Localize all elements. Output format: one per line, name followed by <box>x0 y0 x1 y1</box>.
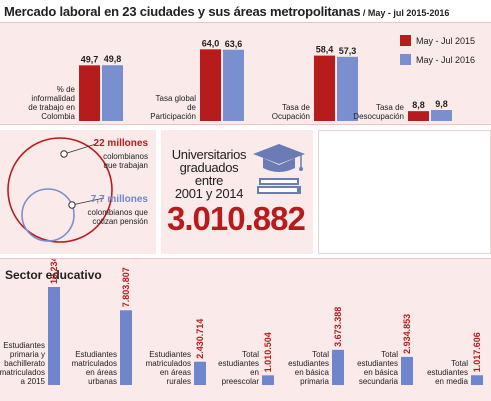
education-bar-3 <box>194 361 206 385</box>
education-bar-5 <box>332 349 344 385</box>
nested-circles-graphic <box>7 137 113 243</box>
education-category-label: Estudiantes matriculados en áreas rurale… <box>145 350 191 386</box>
labor-category-label: Tasa de Ocupación <box>271 103 310 121</box>
education-bar-1 <box>48 287 60 385</box>
labor-bar-1-2015 <box>79 65 100 121</box>
labor-value-label-3-2016: 57,3 <box>339 46 357 56</box>
labor-bar-1-2016 <box>102 65 123 121</box>
labor-value-label-2-2016: 63,6 <box>225 39 243 49</box>
labor-value-label-2-2015: 64,0 <box>202 38 220 48</box>
education-bar-7 <box>471 375 483 385</box>
graduates-box: Universitarios graduados entre 2001 y 20… <box>161 130 313 254</box>
labor-value-label-3-2015: 58,4 <box>316 45 334 55</box>
title-sub: / May - jul 2015-2016 <box>360 8 450 18</box>
labor-bar-3-2015 <box>314 55 335 122</box>
education-value-label-3: 2.430.714 <box>195 319 205 359</box>
pension-desc: colombianos que cotizan pensión <box>87 208 148 226</box>
legend-label-2016: May - Jul 2016 <box>416 55 475 65</box>
workers-value: 22 millones <box>93 138 148 149</box>
labor-market-panel: 49,7 49,8 64,0 63,6 58,4 57,3 8,8 9,8 May - Jul … <box>0 22 491 125</box>
labor-category-label: Tasa de Desocupación <box>353 103 404 121</box>
education-category-label: Total estudiantes en básica primaria <box>288 350 329 386</box>
graduation-cap-icon <box>253 144 305 194</box>
legend-swatch-2016 <box>400 54 411 65</box>
labor-category-label: % de informalidad de trabajo en Colombia <box>28 85 75 121</box>
workers-leader-line <box>63 143 97 155</box>
labor-bar-2-2015 <box>200 49 221 121</box>
pension-leader-line <box>71 197 105 206</box>
legend-swatch-2015 <box>400 35 411 46</box>
education-value-label-1: 10.234.521 <box>49 259 59 284</box>
labor-category-label: Tasa global de Participación <box>150 94 196 121</box>
education-category-label: Estudiantes primaria y bachillerato matr… <box>0 341 45 386</box>
pension-circle <box>21 188 75 242</box>
labor-bar-4-2015 <box>408 111 429 121</box>
education-chart: 10.234.521 7.803.807 2.430.714 1.010.504 3.6… <box>48 259 483 385</box>
population-panel: 22 millones colombianos que trabajan 7,7… <box>0 130 491 254</box>
education-value-label-7: 1.017.606 <box>472 332 482 372</box>
education-category-label: Estudiantes matriculados en áreas urbana… <box>71 350 117 386</box>
workers-desc: colombianos que trabajan <box>103 152 148 170</box>
labor-market-chart: 49,7 49,8 64,0 63,6 58,4 57,3 8,8 9,8 May - Jul … <box>79 35 475 122</box>
education-value-label-4: 1.010.504 <box>263 332 273 372</box>
labor-bar-4-2016 <box>431 110 452 121</box>
graduates-title: Universitarios graduados entre 2001 y 20… <box>171 147 247 201</box>
education-title: Sector educativo <box>5 268 102 282</box>
labor-bar-3-2016 <box>337 56 358 121</box>
labor-value-label-1-2016: 49,8 <box>104 54 122 64</box>
circles-box: 22 millones colombianos que trabajan 7,7… <box>0 130 156 254</box>
empty-box <box>318 130 491 254</box>
workers-circle <box>7 137 113 243</box>
education-category-label: Total estudiantes en media <box>427 359 468 386</box>
education-category-label: Total estudiantes en preescolar <box>218 350 259 386</box>
education-bar-2 <box>120 310 132 385</box>
labor-value-label-4-2016: 9,8 <box>435 99 448 109</box>
education-value-label-5: 3.673.388 <box>333 307 343 347</box>
education-bar-4 <box>262 375 274 385</box>
labor-value-label-1-2015: 49,7 <box>81 54 99 64</box>
education-bar-6 <box>401 356 413 385</box>
graduates-value: 3.010.882 <box>167 200 306 237</box>
legend-label-2015: May - Jul 2015 <box>416 36 475 46</box>
title-main: Mercado laboral en 23 ciudades y sus áre… <box>4 4 361 19</box>
infographic-title: Mercado laboral en 23 ciudades y sus áre… <box>4 3 491 21</box>
education-category-label: Total estudiantes en básica secundaria <box>357 350 398 386</box>
pension-value: 7,7 millones <box>90 194 148 205</box>
workers-dot <box>60 150 68 158</box>
education-value-label-6: 2.934.853 <box>402 314 412 354</box>
labor-bar-2-2016 <box>223 49 244 121</box>
labor-value-label-4-2015: 8,8 <box>412 100 425 110</box>
education-panel: Sector educativo 10.234.521 7.803.807 2.43… <box>0 258 491 401</box>
pension-dot <box>68 201 76 209</box>
education-value-label-2: 7.803.807 <box>121 267 131 307</box>
